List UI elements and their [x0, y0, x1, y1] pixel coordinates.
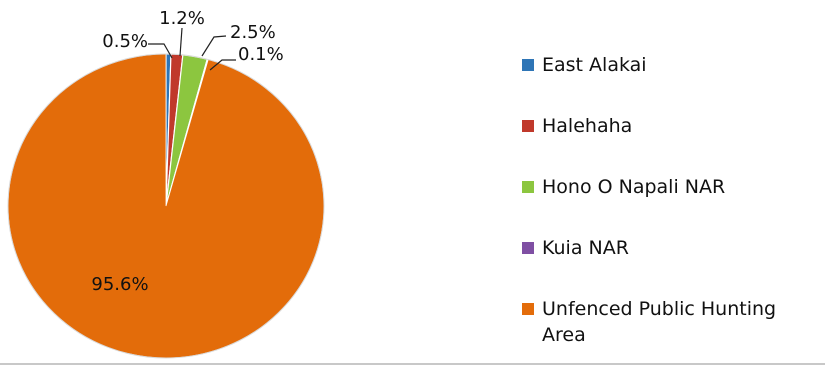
- legend-entry-halehaha: Halehaha: [522, 113, 822, 174]
- leader-line-kuia-nar: [209, 59, 236, 71]
- data-label-unfenced-public-hunting-area: 95.6%: [91, 274, 148, 295]
- legend-label-halehaha: Halehaha: [542, 115, 633, 137]
- legend-label-unfenced-public-hunting-area: Unfenced Public Hunting Area: [542, 298, 777, 346]
- leader-line-hono-o-napali-nar: [201, 35, 227, 57]
- legend-swatch-kuia-nar: [522, 242, 534, 254]
- legend-entry-hono-o-napali-nar: Hono O Napali NAR: [522, 174, 822, 235]
- bottom-divider: [0, 363, 825, 365]
- pie-outline: [7, 53, 325, 359]
- legend-label-hono-o-napali-nar: Hono O Napali NAR: [542, 176, 726, 198]
- legend-entry-unfenced-public-hunting-area: Unfenced Public Hunting Area: [522, 296, 822, 348]
- legend-swatch-unfenced-public-hunting-area: [522, 303, 534, 315]
- data-label-halehaha: 1.2%: [159, 8, 205, 29]
- leader-line-east-alakai: [148, 43, 173, 59]
- data-label-hono-o-napali-nar: 2.5%: [230, 22, 276, 43]
- legend-swatch-east-alakai: [522, 59, 534, 71]
- legend-label-east-alakai: East Alakai: [542, 54, 647, 76]
- leader-line-halehaha: [179, 27, 183, 57]
- legend: East Alakai Halehaha Hono O Napali NAR K…: [522, 52, 822, 348]
- legend-entry-kuia-nar: Kuia NAR: [522, 235, 822, 296]
- legend-label-kuia-nar: Kuia NAR: [542, 237, 629, 259]
- pie-slice-unfenced-public-hunting-area: [7, 53, 325, 359]
- legend-entry-east-alakai: East Alakai: [522, 52, 822, 113]
- legend-swatch-halehaha: [522, 120, 534, 132]
- legend-swatch-hono-o-napali-nar: [522, 181, 534, 193]
- data-label-east-alakai: 0.5%: [102, 31, 148, 52]
- data-label-kuia-nar: 0.1%: [238, 44, 284, 65]
